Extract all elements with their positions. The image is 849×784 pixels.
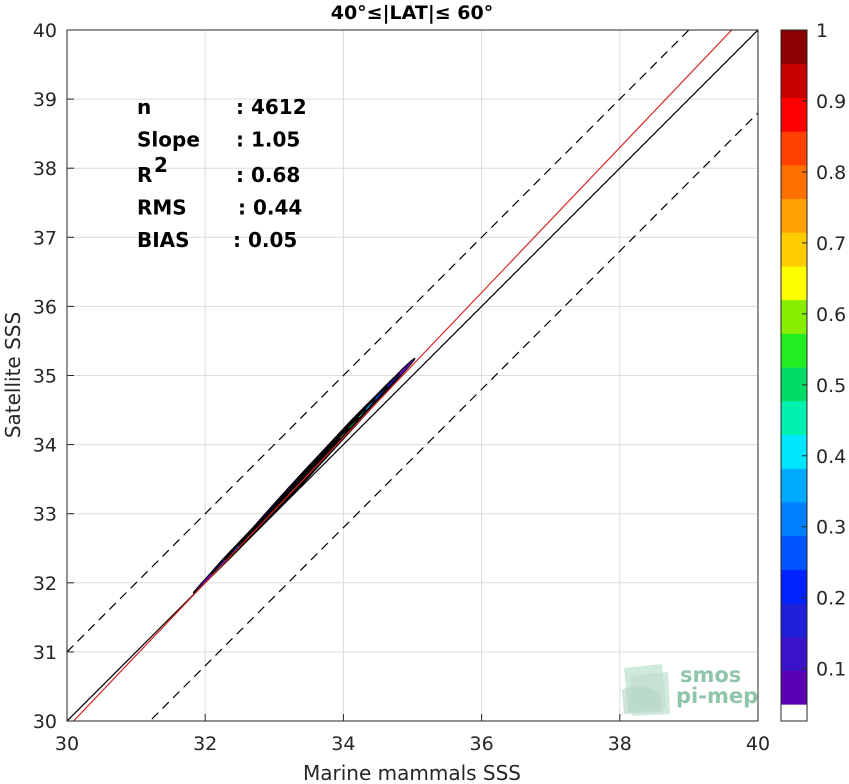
stat-key-superscript: 2 — [154, 153, 168, 177]
colorbar-tick-label: 0.4 — [816, 446, 846, 468]
colorbar-segment-17 — [781, 131, 807, 166]
colorbar-ticks: 0.1 0.2 0.3 0.4 0.5 0.6 0.7 0.8 0.9 1 — [802, 20, 846, 681]
y-tick-label: 35 — [33, 366, 57, 388]
x-tick-label: 32 — [193, 733, 217, 755]
stat-key-r: R — [137, 163, 152, 187]
colorbar-segment-0 — [781, 704, 807, 721]
stat-key-n: n — [137, 95, 151, 119]
stat-key-bias: BIAS — [137, 228, 190, 252]
stat-value-rms: : 0.44 — [238, 196, 302, 220]
colorbar-segment-9 — [781, 400, 807, 435]
y-tick-label: 33 — [33, 504, 57, 526]
colorbar-tick-label: 0.2 — [816, 588, 846, 610]
stat-key-slope: Slope — [137, 128, 200, 152]
logo-wave-icon — [622, 664, 670, 716]
y-tick-label: 36 — [33, 296, 57, 318]
colorbar-tick-label: 0.8 — [816, 162, 846, 184]
colorbar-tick-label: 0.9 — [816, 91, 846, 113]
y-tick-label: 31 — [33, 642, 57, 664]
colorbar-segment-4 — [781, 569, 807, 604]
smos-pi-mep-logo: smos pi-mep — [622, 663, 758, 716]
upper-bound-line — [67, 30, 690, 653]
y-tick-label: 40 — [33, 20, 57, 42]
colorbar-segment-18 — [781, 97, 807, 132]
x-tick-label: 36 — [470, 733, 494, 755]
stat-value-slope: : 1.05 — [236, 128, 300, 152]
x-tick-label: 34 — [331, 733, 355, 755]
colorbar-segment-16 — [781, 164, 807, 200]
y-tick-label: 30 — [33, 711, 57, 733]
colorbar — [781, 30, 807, 721]
colorbar-segment-7 — [781, 468, 807, 503]
y-tick-label: 37 — [33, 227, 57, 249]
colorbar-tick-label: 0.6 — [816, 304, 846, 326]
regression-line — [72, 30, 733, 721]
colorbar-segment-20 — [781, 30, 807, 65]
y-tick-label: 39 — [33, 89, 57, 111]
colorbar-segment-3 — [781, 603, 807, 638]
stat-key-rms: RMS — [137, 196, 187, 220]
colorbar-segment-13 — [781, 265, 807, 301]
colorbar-tick-label: 0.1 — [816, 659, 846, 681]
x-tick-label: 40 — [746, 733, 770, 755]
grid-lines — [66, 29, 759, 722]
colorbar-segment-8 — [781, 434, 807, 469]
colorbar-segment-15 — [781, 198, 807, 233]
stat-value-r: : 0.68 — [236, 163, 300, 187]
colorbar-segment-19 — [781, 63, 807, 98]
y-tick-label: 32 — [33, 573, 57, 595]
stat-value-bias: : 0.05 — [233, 228, 297, 252]
colorbar-segment-6 — [781, 501, 807, 537]
identity-line — [67, 30, 758, 721]
colorbar-tick-label: 0.3 — [816, 517, 846, 539]
statistics-box: n : 4612 Slope : 1.05 R 2 : 0.68 RMS : 0.44 BIAS:… — [137, 95, 307, 252]
colorbar-segment-14 — [781, 232, 807, 267]
colorbar-segment-11 — [781, 333, 807, 368]
y-tick-label: 38 — [33, 158, 57, 180]
colorbar-segment-1 — [781, 670, 807, 705]
colorbar-tick-label: 1 — [816, 20, 828, 42]
y-tick-label: 34 — [33, 435, 57, 457]
colorbar-frame — [780, 29, 808, 722]
reference-lines — [67, 30, 758, 721]
colorbar-tick-label: 0.5 — [816, 375, 846, 397]
x-tick-label: 30 — [55, 733, 79, 755]
density-contours — [192, 357, 416, 594]
x-axis-ticks: 30 32 34 36 38 40 — [55, 714, 770, 755]
density-contour-0.85 — [292, 449, 330, 491]
y-axis-ticks: 30 31 32 33 34 35 36 37 38 39 40 — [33, 20, 74, 733]
stat-value-n: : 4612 — [236, 95, 307, 119]
x-tick-label: 38 — [608, 733, 632, 755]
chart-title: 40°≤|LAT|≤ 60° — [331, 2, 494, 24]
colorbar-segment-12 — [781, 299, 807, 334]
colorbar-segment-10 — [781, 367, 807, 402]
colorbar-segment-2 — [781, 636, 807, 671]
colorbar-tick-label: 0.7 — [816, 233, 846, 255]
lower-bound-line — [149, 112, 758, 721]
colorbar-segment-5 — [781, 535, 807, 570]
logo-text-line2: pi-mep — [676, 684, 758, 708]
logo-text-line1: smos — [680, 663, 741, 687]
y-axis-label: Satellite SSS — [1, 312, 25, 438]
x-axis-label: Marine mammals SSS — [303, 761, 521, 784]
